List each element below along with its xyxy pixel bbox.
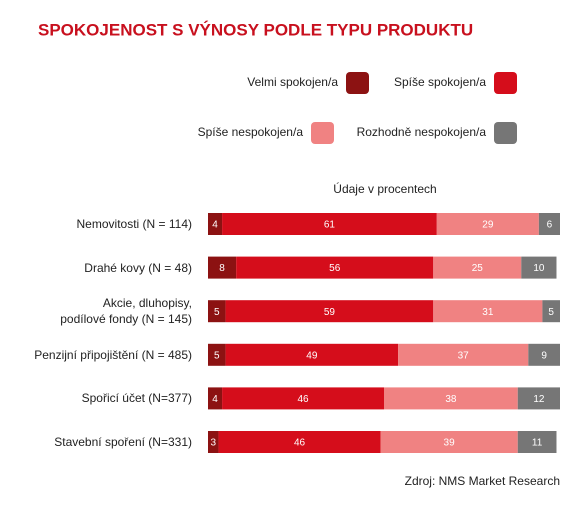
value-label: 56: [329, 263, 341, 274]
category-label: Drahé kovy (N = 48): [84, 260, 192, 275]
category-label: Penzijní připojištění (N = 485): [34, 347, 192, 362]
bar-segment: [528, 343, 560, 366]
chart-title: SPOKOJENOST S VÝNOSY PODLE TYPU PRODUKTU: [38, 20, 473, 39]
bar-segment: [222, 387, 384, 410]
value-label: 29: [482, 220, 494, 231]
bar-segment: [225, 300, 434, 323]
category-label: Nemovitosti (N = 114): [76, 217, 192, 231]
value-label: 37: [458, 350, 470, 361]
value-label: 31: [482, 307, 494, 318]
legend-swatch: [311, 122, 334, 144]
bar-segment: [208, 343, 226, 366]
legend-label: Spíše nespokojen/a: [198, 125, 304, 139]
value-label: 4: [212, 220, 218, 231]
source: Zdroj: NMS Market Research: [405, 474, 560, 488]
bar-segment: [225, 343, 399, 366]
bar-segment: [538, 213, 560, 235]
bar-segment: [521, 256, 557, 279]
bar-segment: [218, 431, 381, 453]
value-label: 25: [472, 263, 484, 274]
value-label: 3: [210, 438, 216, 449]
value-label: 46: [294, 438, 306, 449]
bar-segment: [236, 256, 434, 279]
bar-segment: [542, 300, 560, 323]
value-label: 6: [547, 220, 553, 231]
value-label: 59: [324, 307, 336, 318]
bar-segment: [433, 300, 543, 323]
value-label: 46: [297, 394, 309, 405]
value-label: 10: [533, 263, 545, 274]
bar-segment: [380, 431, 518, 453]
bar-segment: [222, 213, 437, 235]
value-label: 5: [214, 307, 220, 318]
category-label: Akcie, dluhopisy, podílové fondy (N = 14…: [60, 296, 192, 327]
bar-segment: [436, 213, 539, 235]
category-label: Stavební spoření (N=331): [54, 435, 192, 449]
value-label: 12: [533, 394, 545, 405]
value-label: 39: [444, 438, 456, 449]
bar-segment: [208, 431, 219, 453]
bar-segment: [208, 213, 223, 235]
value-label: 61: [324, 220, 336, 231]
legend-swatch: [494, 122, 517, 144]
value-label: 4: [212, 394, 218, 405]
value-label: 5: [214, 350, 220, 361]
value-label: 38: [445, 394, 457, 405]
value-label: 8: [219, 263, 225, 274]
legend-swatch: [494, 72, 517, 94]
legend-label: Velmi spokojen/a: [247, 75, 338, 89]
legend-swatch: [346, 72, 369, 94]
bar-segment: [208, 256, 237, 279]
subtitle: Údaje v procentech: [333, 181, 436, 196]
bar-segment: [517, 431, 557, 453]
value-label: 11: [532, 438, 543, 449]
legend-label: Spíše spokojen/a: [394, 75, 486, 89]
value-label: 49: [306, 350, 318, 361]
legend-label: Rozhodně nespokojen/a: [357, 125, 487, 139]
value-label: 5: [548, 307, 554, 318]
bar-segment: [208, 300, 226, 323]
bar-segment: [517, 387, 560, 410]
bar-segment: [433, 256, 522, 279]
category-label: Spořicí účet (N=377): [81, 391, 192, 406]
bar-segment: [208, 387, 223, 410]
bar-segment: [384, 387, 518, 410]
bar-segment: [398, 343, 529, 366]
value-label: 9: [541, 350, 547, 361]
